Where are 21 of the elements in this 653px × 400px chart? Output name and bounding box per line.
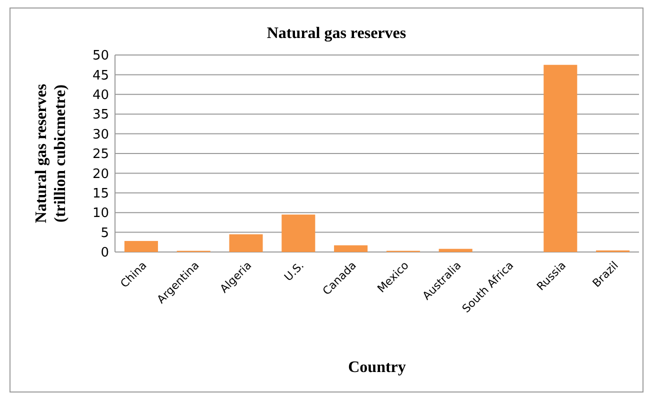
y-tick-label: 45 bbox=[92, 68, 109, 84]
chart-title: Natural gas reserves bbox=[266, 25, 406, 42]
bar bbox=[334, 245, 368, 252]
y-tick-label: 0 bbox=[100, 246, 109, 261]
bar bbox=[282, 214, 316, 252]
bar bbox=[124, 240, 158, 252]
bar bbox=[438, 248, 472, 252]
x-tick-label: U.S. bbox=[282, 258, 307, 284]
y-tick-label: 15 bbox=[92, 186, 109, 202]
y-tick-label: 40 bbox=[92, 88, 109, 103]
y-tick-label: 30 bbox=[92, 127, 109, 142]
y-tick-label: 35 bbox=[92, 108, 109, 123]
bar bbox=[544, 64, 578, 252]
y-axis-title: Natural gas reserves (trillion cubicmetre) bbox=[33, 84, 69, 224]
bar bbox=[229, 234, 263, 252]
y-tick-label: 25 bbox=[92, 147, 109, 162]
y-tick-label: 50 bbox=[92, 48, 109, 64]
y-tick-label: 20 bbox=[92, 166, 109, 182]
y-tick-label: 10 bbox=[92, 206, 109, 222]
y-tick-label: 5 bbox=[100, 226, 109, 241]
x-axis-title: Country bbox=[348, 359, 406, 376]
